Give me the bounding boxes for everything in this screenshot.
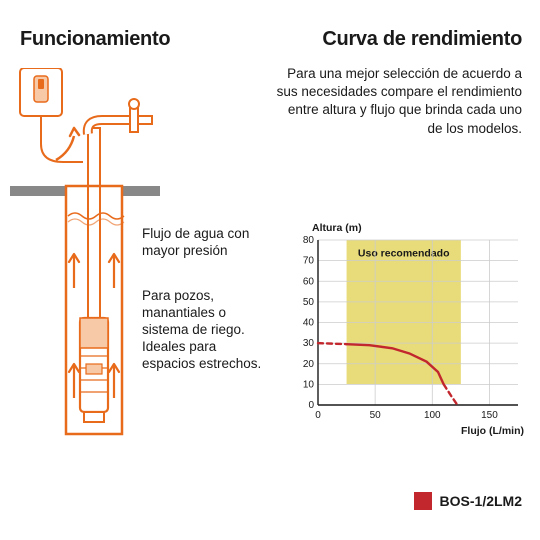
legend-swatch	[414, 492, 432, 510]
svg-text:60: 60	[303, 276, 315, 287]
svg-text:80: 80	[303, 236, 315, 246]
svg-text:10: 10	[303, 379, 315, 390]
chart-svg: Uso recomendado 0 10 20 30 40 50 60 70 80 0 50 100 15…	[290, 236, 522, 423]
svg-text:50: 50	[303, 297, 315, 308]
svg-text:100: 100	[424, 410, 441, 421]
svg-text:0: 0	[315, 410, 321, 421]
y-axis-label: Altura (m)	[312, 222, 526, 234]
right-title: Curva de rendimiento	[270, 28, 522, 51]
callout-pressure: Flujo de agua con mayor presión	[142, 226, 270, 260]
pump-diagram	[10, 68, 160, 438]
svg-text:70: 70	[303, 256, 315, 267]
right-description: Para una mejor selección de acuerdo a su…	[270, 65, 522, 138]
svg-text:50: 50	[370, 410, 382, 421]
x-axis-label: Flujo (L/min)	[290, 425, 526, 437]
svg-text:0: 0	[308, 400, 314, 411]
svg-text:150: 150	[481, 410, 498, 421]
svg-text:Uso recomendado: Uso recomendado	[358, 248, 450, 260]
svg-text:30: 30	[303, 338, 315, 349]
callout-usage: Para pozos, manantiales o sistema de rie…	[142, 288, 268, 372]
performance-chart: Altura (m) Uso recomendado 0 10 20 30 40 50 60 7…	[290, 222, 526, 437]
svg-text:20: 20	[303, 359, 315, 370]
left-title: Funcionamiento	[20, 28, 260, 51]
legend-label: BOS-1/2LM2	[440, 493, 522, 509]
svg-text:40: 40	[303, 318, 315, 329]
legend: BOS-1/2LM2	[414, 492, 522, 510]
